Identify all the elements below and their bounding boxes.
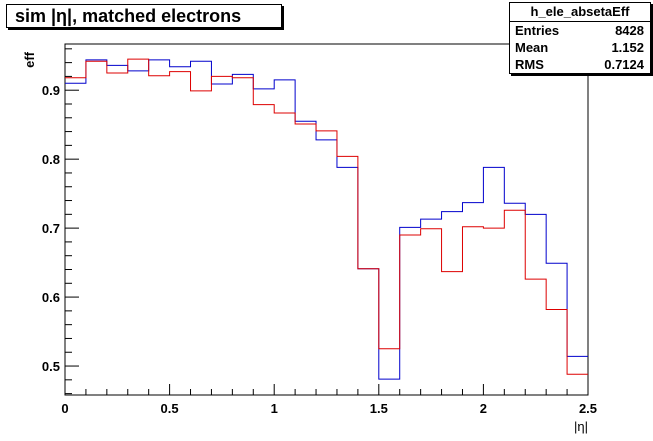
stats-value: 0.7124 — [604, 57, 644, 72]
axis-layer: 0 0.5 1 1.5 2 2.5 0.5 0.6 0.7 0.8 0.9 — [42, 48, 597, 416]
x-tick-label: 0.5 — [161, 401, 179, 416]
x-tick-label: 1.5 — [370, 401, 388, 416]
stats-label: Mean — [515, 40, 549, 55]
x-axis-label: |η| — [574, 419, 588, 434]
stats-row-rms: RMS 0.7124 — [510, 56, 650, 73]
y-tick-label: 0.8 — [42, 152, 60, 167]
chart-title: sim |η|, matched electrons — [6, 4, 282, 28]
x-tick-label: 1 — [271, 401, 278, 416]
y-tick-label: 0.7 — [42, 221, 60, 236]
y-axis-label: eff — [22, 51, 37, 68]
y-tick-label: 0.9 — [42, 83, 60, 98]
stats-label: Entries — [515, 23, 560, 38]
stats-box: h_ele_absetaEff Entries 8428 Mean 1.152 … — [509, 2, 651, 74]
stats-row-entries: Entries 8428 — [510, 22, 650, 39]
stats-value: 1.152 — [611, 40, 644, 55]
x-tick-label: 0 — [61, 401, 68, 416]
stats-row-mean: Mean 1.152 — [510, 39, 650, 56]
stats-value: 8428 — [615, 23, 644, 38]
y-tick-label: 0.6 — [42, 290, 60, 305]
series-line-1 — [65, 58, 588, 375]
series-layer — [65, 58, 588, 380]
x-tick-label: 2.5 — [579, 401, 597, 416]
plot-frame — [64, 43, 589, 396]
y-tick-label: 0.5 — [42, 359, 60, 374]
x-tick-label: 2 — [480, 401, 487, 416]
stats-label: RMS — [515, 57, 544, 72]
stats-title: h_ele_absetaEff — [510, 3, 650, 22]
series-line-0 — [65, 59, 588, 380]
